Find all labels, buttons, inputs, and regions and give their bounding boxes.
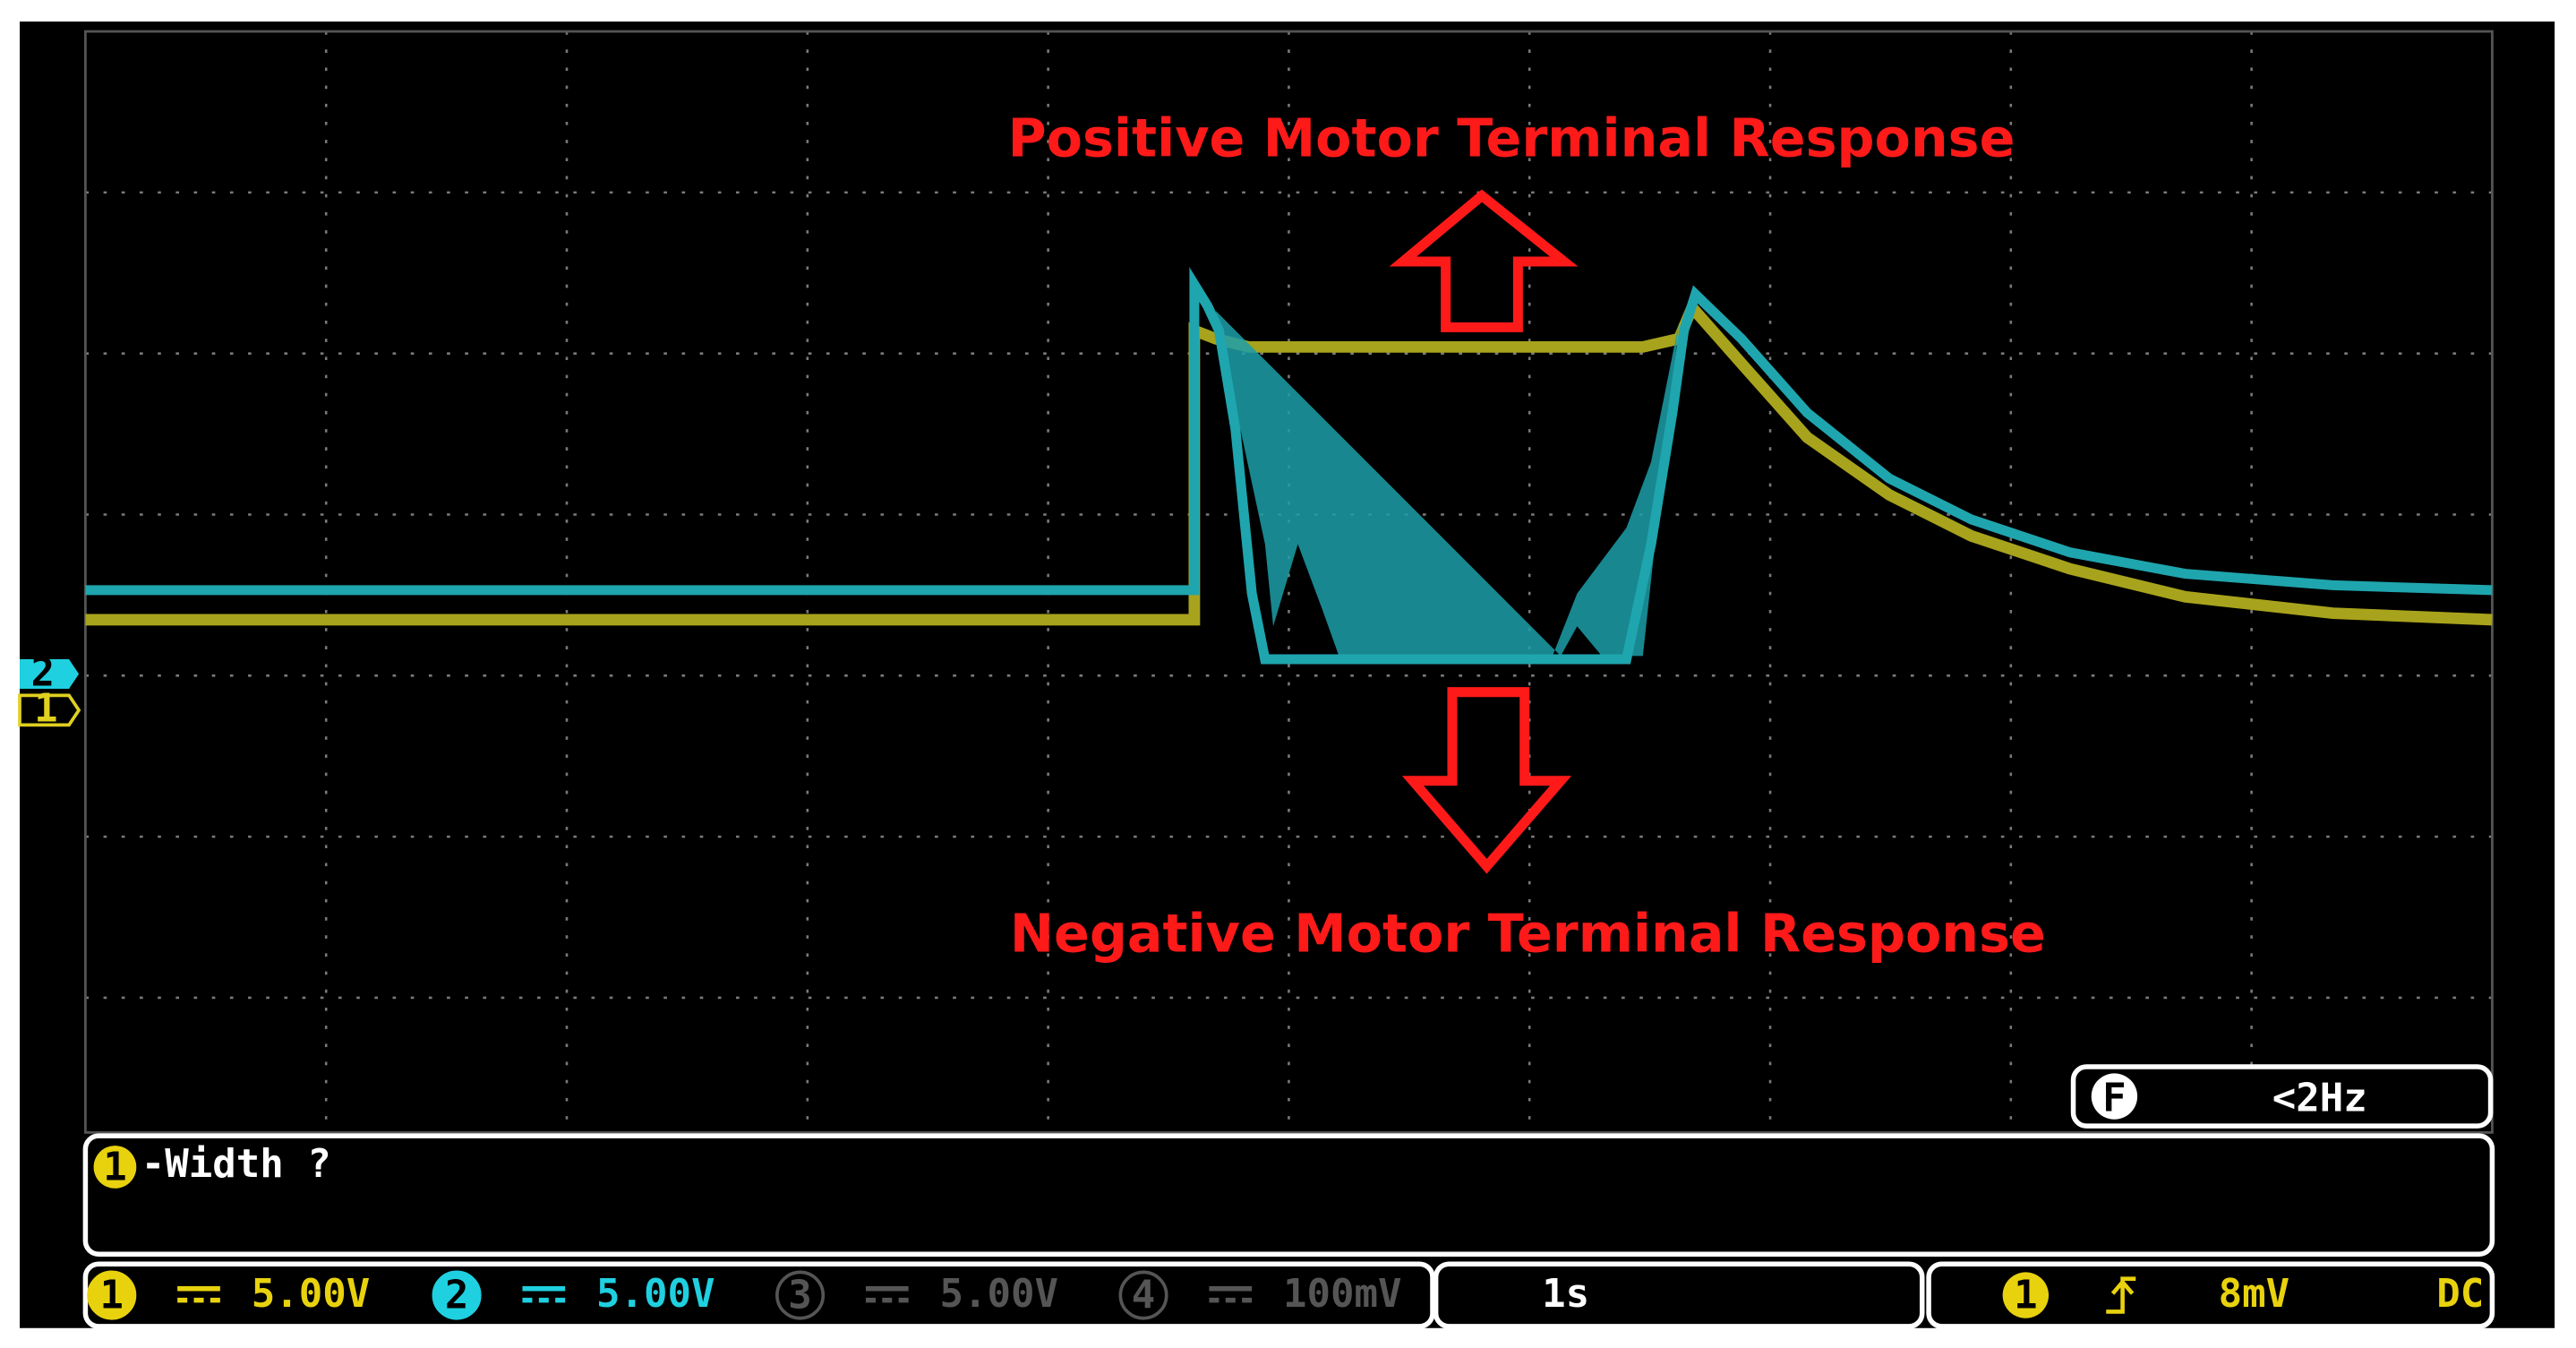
frequency-icon: F — [2102, 1076, 2127, 1121]
channel-scale: 5.00V — [596, 1271, 715, 1317]
channel-marker-label: 1 — [34, 686, 58, 732]
annotation: Positive Motor Terminal Response — [1008, 108, 2015, 169]
trigger-slope-icon — [2106, 1276, 2136, 1314]
measurement-text: -Width ? — [141, 1141, 331, 1187]
arrow-up — [1389, 189, 1579, 332]
dc-coupling-icon — [177, 1285, 220, 1303]
channel-icon — [1118, 1270, 1168, 1320]
channel-icon — [775, 1270, 826, 1320]
trigger-channel: 1 — [2014, 1273, 2038, 1318]
channel-scale: 5.00V — [940, 1271, 1059, 1317]
channel-status — [82, 1261, 1435, 1329]
dc-coupling-icon — [865, 1285, 909, 1303]
dc-coupling-icon — [1209, 1285, 1253, 1303]
frequency-box — [2070, 1064, 2494, 1129]
channel-number: 4 — [1132, 1273, 1156, 1318]
dc-coupling-icon — [522, 1285, 566, 1303]
graticule-border — [84, 30, 2494, 1134]
timebase: 1s — [1542, 1271, 1589, 1317]
channel-marker — [18, 693, 81, 727]
annotation: Negative Motor Terminal Response — [1010, 904, 2046, 965]
trigger-coupling: DC — [2436, 1271, 2484, 1317]
status-items: 1 5.00V 2 5.00V 3 5.00V 4 100mV — [87, 1270, 1402, 1320]
frequency-icon-bg — [2091, 1073, 2138, 1120]
measurement-box — [82, 1133, 2495, 1257]
channel-icon — [432, 1270, 482, 1320]
channel-number: 2 — [445, 1273, 468, 1318]
frequency-value: <2Hz — [2272, 1076, 2367, 1121]
channel-number: 3 — [788, 1273, 812, 1318]
measurement-channel: 1 — [103, 1145, 126, 1190]
channel-marker-label: 2 — [30, 649, 55, 695]
measurement-channel-icon — [93, 1146, 137, 1189]
channel-scale: 5.00V — [252, 1271, 371, 1317]
channel-2-noise — [1215, 311, 1680, 657]
channel-marker — [20, 658, 80, 690]
timebase-box — [1433, 1261, 1925, 1329]
channel-1-trace — [85, 296, 2493, 626]
channel-2-trace — [85, 267, 2493, 665]
trigger-channel-icon — [2002, 1272, 2050, 1318]
channel-icon — [87, 1270, 137, 1320]
channel-number: 1 — [100, 1273, 124, 1318]
channel-scale: 100mV — [1283, 1271, 1402, 1317]
trigger-level: 8mV — [2219, 1271, 2290, 1317]
arrow-down — [1401, 687, 1572, 874]
trigger-box — [1926, 1261, 2495, 1329]
graticule — [85, 31, 2493, 1133]
